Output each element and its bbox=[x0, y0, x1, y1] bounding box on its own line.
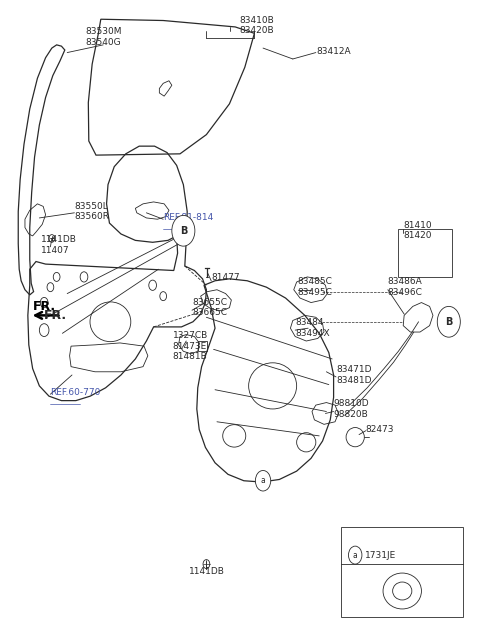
Text: 83485C
83495C: 83485C 83495C bbox=[298, 278, 333, 297]
Text: FR.: FR. bbox=[33, 300, 56, 313]
Text: B: B bbox=[445, 317, 453, 327]
Text: 83655C
83665C: 83655C 83665C bbox=[192, 298, 227, 317]
Text: 83484
83494X: 83484 83494X bbox=[295, 319, 330, 338]
Text: 1731JE: 1731JE bbox=[365, 551, 396, 560]
Circle shape bbox=[172, 215, 195, 246]
Text: 81410
81420: 81410 81420 bbox=[403, 221, 432, 240]
Text: 82473: 82473 bbox=[366, 425, 394, 434]
Text: FR.: FR. bbox=[44, 309, 67, 322]
Circle shape bbox=[437, 306, 460, 337]
Text: REF.60-770: REF.60-770 bbox=[50, 388, 101, 397]
Text: 83486A
83496C: 83486A 83496C bbox=[388, 278, 423, 297]
Text: 1141DB
11407: 1141DB 11407 bbox=[41, 235, 77, 254]
Circle shape bbox=[348, 546, 362, 564]
Text: 1327CB
81473E
81481B: 1327CB 81473E 81481B bbox=[173, 331, 208, 361]
Text: 98810D
98820B: 98810D 98820B bbox=[334, 399, 369, 419]
Text: 83412A: 83412A bbox=[317, 47, 351, 56]
Text: 83550L
83560R: 83550L 83560R bbox=[74, 202, 109, 221]
Text: a: a bbox=[353, 551, 358, 560]
Text: a: a bbox=[261, 476, 265, 485]
Text: 83471D
83481D: 83471D 83481D bbox=[336, 365, 372, 385]
Text: 83410B
83420B: 83410B 83420B bbox=[240, 16, 274, 35]
Circle shape bbox=[255, 470, 271, 491]
Text: REF.81-814: REF.81-814 bbox=[163, 213, 214, 222]
Text: 1141DB: 1141DB bbox=[189, 567, 224, 576]
Text: 81477: 81477 bbox=[211, 273, 240, 282]
Text: 83530M
83540G: 83530M 83540G bbox=[85, 28, 121, 47]
Text: B: B bbox=[180, 226, 187, 236]
